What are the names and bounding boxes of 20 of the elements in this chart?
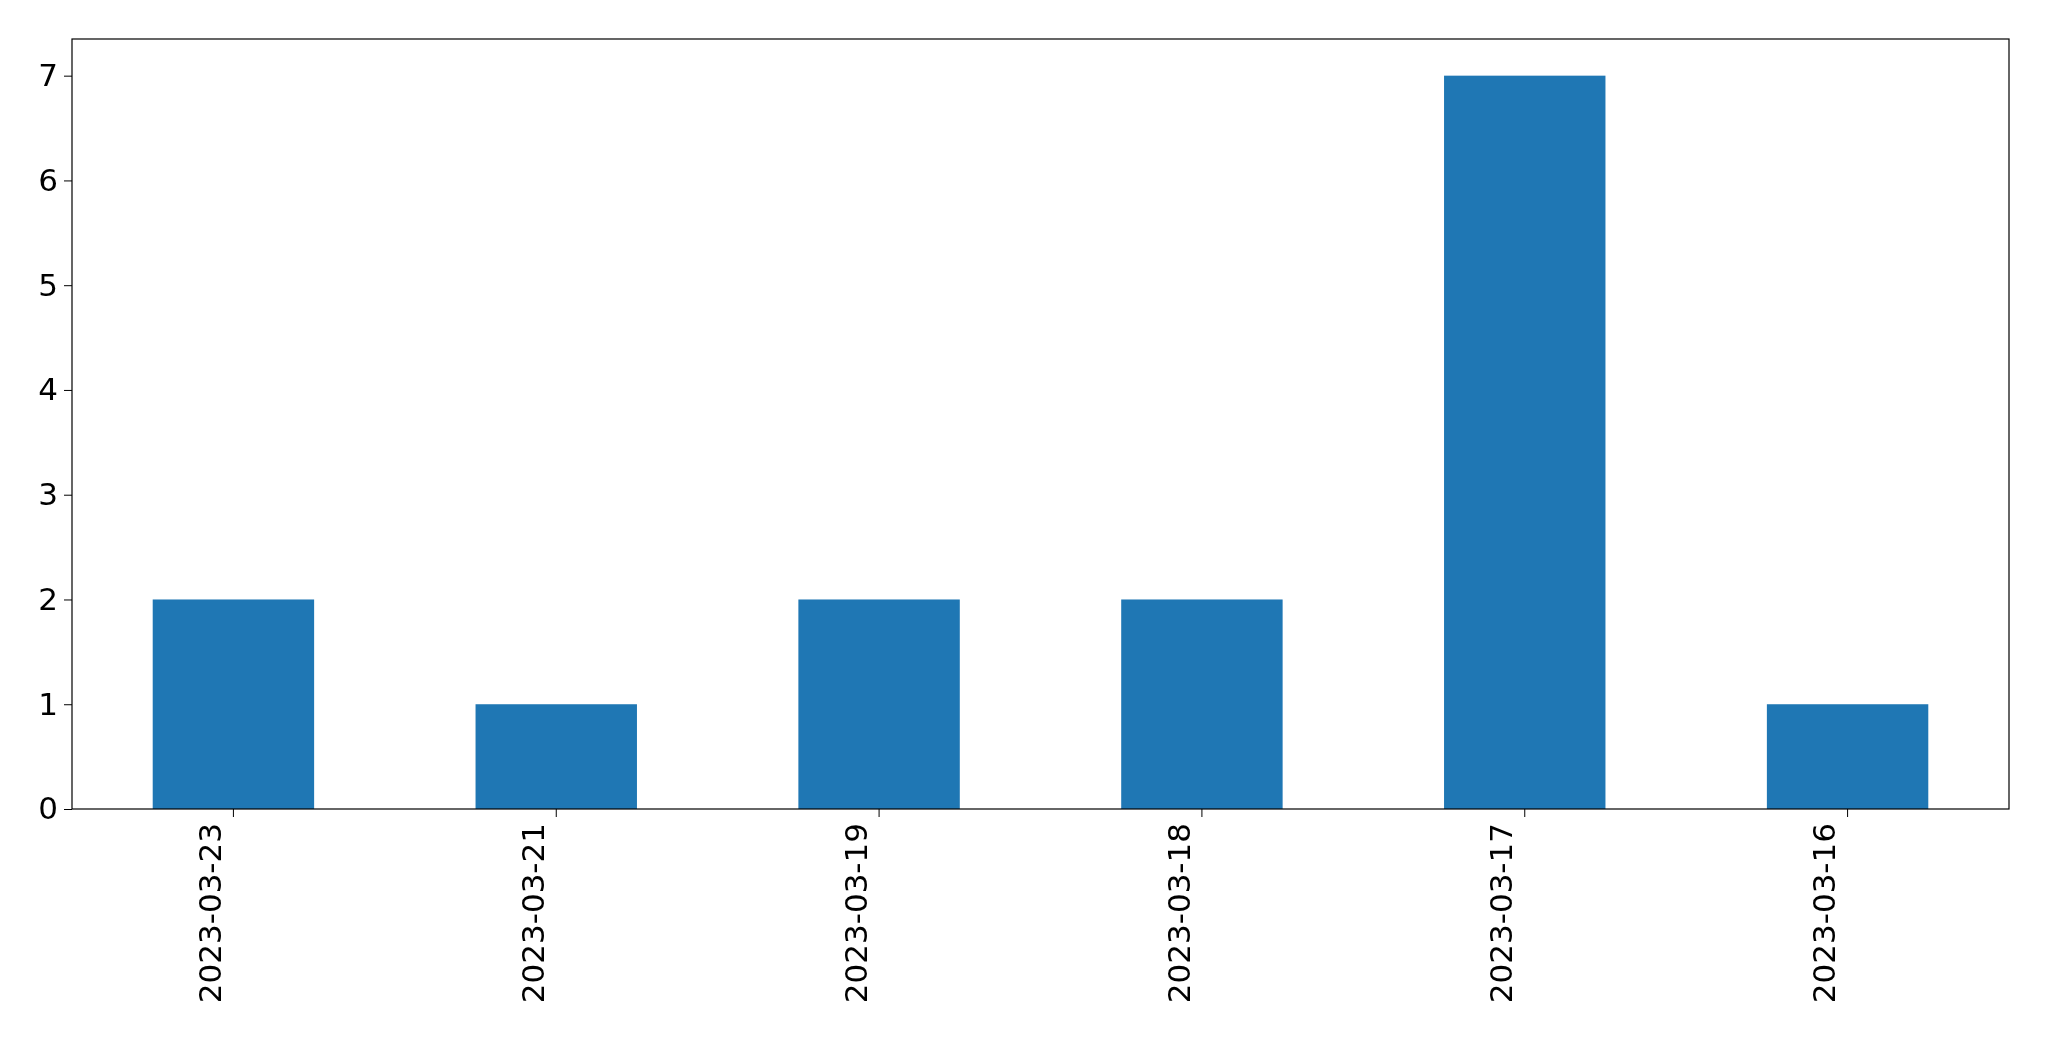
y-tick-label: 1 xyxy=(38,685,58,722)
bar xyxy=(1766,704,1929,809)
x-tick-label: 2023-03-17 xyxy=(1483,823,1520,1004)
x-tick-label: 2023-03-16 xyxy=(1806,823,1843,1004)
bar xyxy=(1121,599,1283,809)
y-tick-label: 0 xyxy=(38,790,58,827)
y-tick-label: 5 xyxy=(38,266,58,303)
x-tick-label: 2023-03-19 xyxy=(837,823,874,1004)
y-tick-label: 4 xyxy=(38,371,58,408)
x-tick-label: 2023-03-21 xyxy=(514,823,551,1004)
x-tick-label: 2023-03-23 xyxy=(192,823,229,1004)
bar xyxy=(798,599,960,809)
y-tick-label: 2 xyxy=(38,580,58,617)
bar xyxy=(475,704,637,809)
y-tick-label: 7 xyxy=(38,57,58,94)
y-tick-label: 3 xyxy=(38,476,58,513)
bar xyxy=(152,599,315,809)
y-tick-label: 6 xyxy=(38,161,58,198)
x-tick-label: 2023-03-18 xyxy=(1160,823,1197,1004)
bar xyxy=(1444,75,1606,809)
